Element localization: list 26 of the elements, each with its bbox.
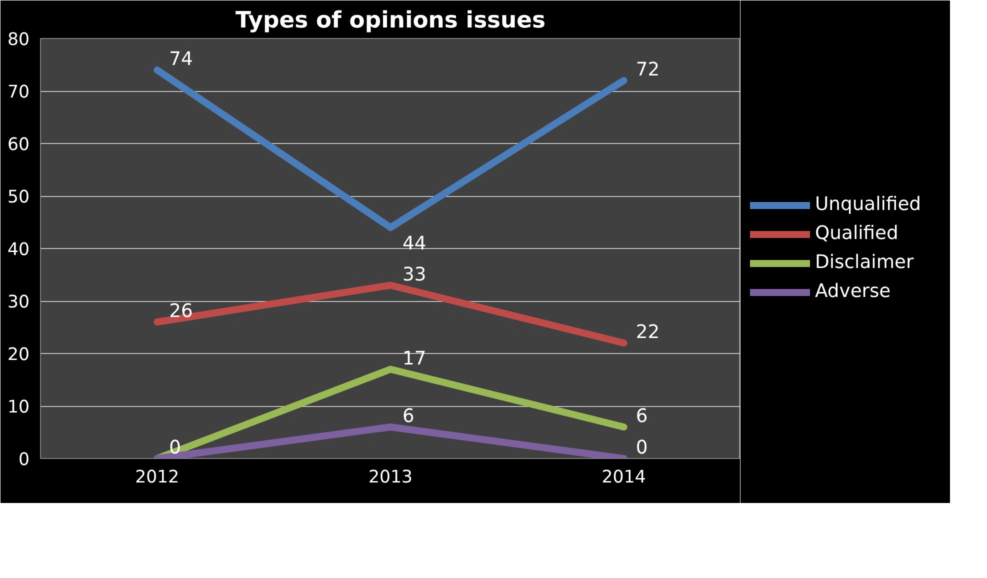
data-label: 22 [636,322,660,343]
data-label: 6 [402,406,414,427]
legend-label: Unqualified [815,194,922,215]
data-label: 33 [402,264,426,286]
x-tick-label: 2012 [135,468,180,488]
data-label: 6 [636,406,648,427]
y-tick-label: 20 [7,345,30,365]
x-tick-label: 2014 [602,468,646,488]
data-label: 72 [636,60,660,80]
y-tick-label: 60 [7,135,30,155]
y-tick-label: 10 [7,398,30,418]
data-label: 74 [169,49,193,70]
y-tick-label: 80 [7,30,30,50]
data-label: 0 [636,438,648,458]
y-tick-label: 40 [7,240,30,260]
data-label: 0 [169,438,182,458]
data-label: 17 [402,348,426,370]
legend-label: Disclaimer [815,252,914,273]
y-tick-label: 30 [7,292,30,312]
legend-label: Adverse [815,281,891,302]
legend-label: Qualified [815,223,898,244]
y-tick-label: 0 [18,450,30,470]
y-tick-label: 70 [7,82,30,102]
x-tick-label: 2013 [368,468,413,488]
y-tick-label: 50 [7,188,30,208]
chart-title: Types of opinions issues [235,8,546,34]
